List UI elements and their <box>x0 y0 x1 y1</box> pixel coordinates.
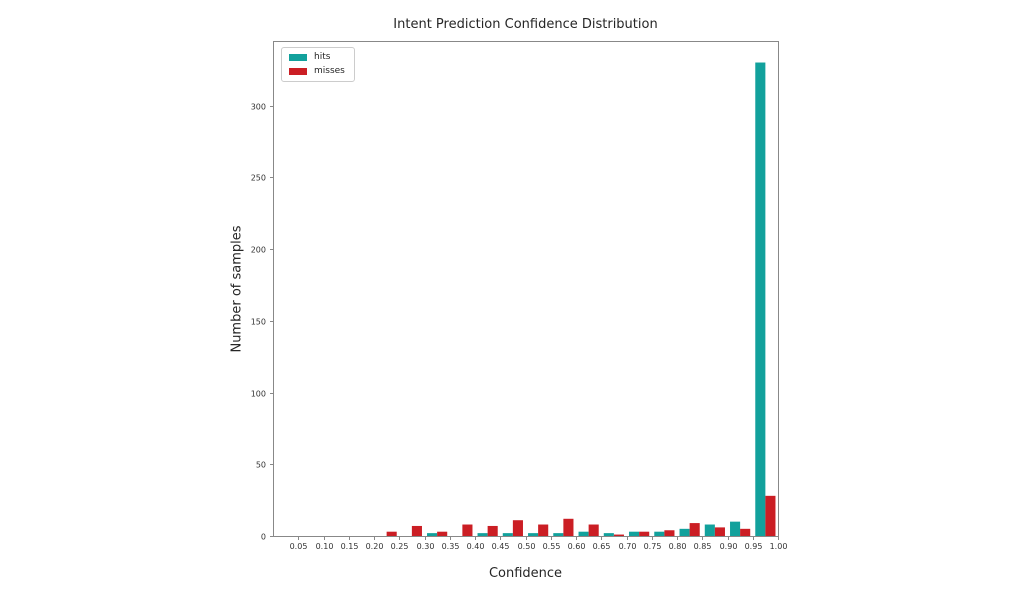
bar-misses-0.35 <box>462 524 473 536</box>
bar-misses-0.60 <box>588 524 599 536</box>
plot-border <box>273 41 779 537</box>
bar-misses-0.20 <box>386 531 397 536</box>
x-tick-label-0.70: 0.70 <box>619 542 637 551</box>
y-tick-label-300: 300 <box>251 103 266 112</box>
bar-misses-0.55 <box>563 518 574 536</box>
bar-hits-0.90 <box>730 521 741 536</box>
bar-misses-0.45 <box>512 520 523 536</box>
x-tick-label-0.80: 0.80 <box>669 542 687 551</box>
x-tick-label-0.20: 0.20 <box>366 542 384 551</box>
bar-hits-0.55 <box>553 533 564 536</box>
legend-swatch-hits <box>289 54 307 61</box>
bar-misses-0.25 <box>411 525 422 536</box>
x-tick-label-0.45: 0.45 <box>492 542 510 551</box>
x-tick-label-0.90: 0.90 <box>720 542 738 551</box>
bar-misses-0.40 <box>487 525 498 536</box>
bar-hits-0.40 <box>477 533 488 536</box>
bar-hits-0.85 <box>704 524 715 536</box>
bar-misses-0.90 <box>740 528 751 536</box>
legend-swatch-misses <box>289 68 307 75</box>
x-tick-label-0.75: 0.75 <box>644 542 662 551</box>
bar-misses-0.50 <box>538 524 549 536</box>
legend-item-hits: hits <box>289 53 345 62</box>
x-tick-label-0.95: 0.95 <box>745 542 763 551</box>
chart-title: Intent Prediction Confidence Distributio… <box>393 17 658 32</box>
legend: hits misses <box>281 47 355 82</box>
bar-hits-0.30 <box>427 533 438 536</box>
y-tick-label-250: 250 <box>251 174 266 183</box>
x-tick-label-0.05: 0.05 <box>290 542 308 551</box>
y-tick-label-200: 200 <box>251 246 266 255</box>
bar-misses-0.95 <box>765 495 776 536</box>
x-tick-label-0.60: 0.60 <box>568 542 586 551</box>
x-tick-label-0.15: 0.15 <box>341 542 359 551</box>
x-tick-label-0.35: 0.35 <box>442 542 460 551</box>
bar-hits-0.95 <box>755 62 766 537</box>
x-tick-label-0.85: 0.85 <box>694 542 712 551</box>
bar-misses-0.70 <box>639 531 650 536</box>
x-tick-label-0.55: 0.55 <box>543 542 561 551</box>
bar-hits-0.75 <box>654 531 665 536</box>
x-tick-label-0.10: 0.10 <box>316 542 334 551</box>
bar-misses-0.75 <box>664 530 675 536</box>
x-tick-label-1.00: 1.00 <box>770 542 788 551</box>
y-tick-label-0: 0 <box>261 533 266 542</box>
x-tick-label-0.25: 0.25 <box>391 542 409 551</box>
legend-item-misses: misses <box>289 67 345 76</box>
bar-hits-0.50 <box>528 533 539 536</box>
x-tick-label-0.50: 0.50 <box>518 542 536 551</box>
bar-hits-0.70 <box>629 531 640 536</box>
bar-hits-0.60 <box>578 531 589 536</box>
x-axis-label: Confidence <box>488 566 563 581</box>
bar-misses-0.65 <box>613 534 624 536</box>
bar-hits-0.45 <box>502 533 513 536</box>
bar-misses-0.80 <box>689 523 700 536</box>
y-tick-label-50: 50 <box>256 461 266 470</box>
bar-hits-0.65 <box>603 533 614 536</box>
x-tick-label-0.65: 0.65 <box>593 542 611 551</box>
y-tick-label-100: 100 <box>251 390 266 399</box>
legend-label-misses: misses <box>314 66 345 76</box>
y-tick-label-150: 150 <box>251 318 266 327</box>
legend-label-hits: hits <box>314 52 331 62</box>
x-tick-label-0.40: 0.40 <box>467 542 485 551</box>
bar-hits-0.80 <box>679 528 690 536</box>
bar-misses-0.30 <box>437 531 448 536</box>
x-tick-label-0.30: 0.30 <box>417 542 435 551</box>
bar-misses-0.85 <box>714 527 725 536</box>
